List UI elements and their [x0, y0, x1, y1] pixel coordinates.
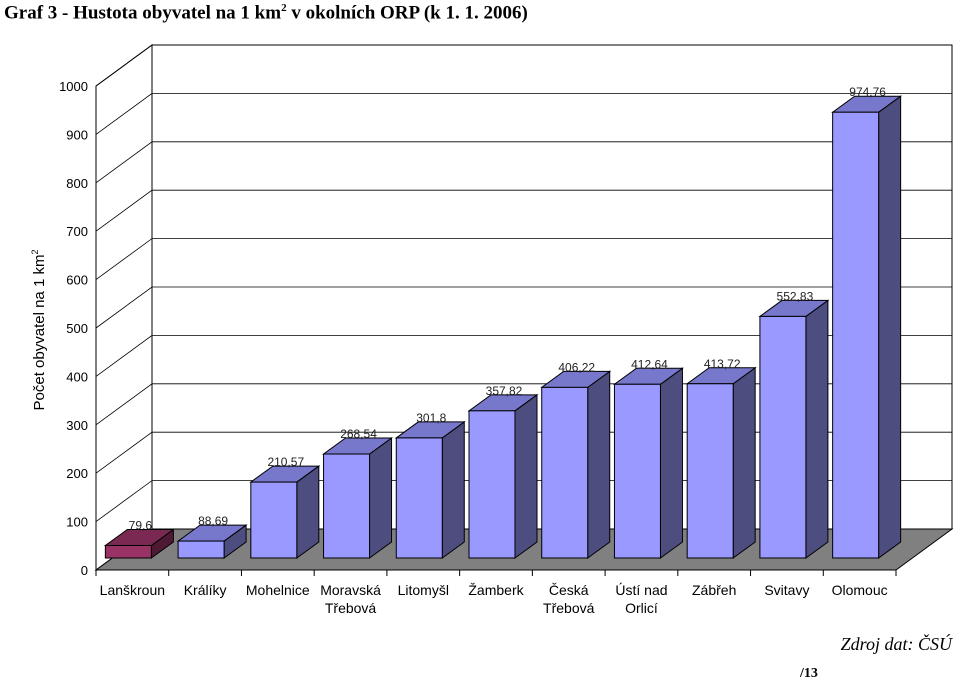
gridline — [95, 383, 952, 426]
y-tick-label: 700 — [66, 224, 88, 239]
bar-side — [369, 437, 393, 559]
bar — [541, 386, 589, 559]
bar — [323, 453, 371, 559]
chart-title: Graf 3 - Hustota obyvatel na 1 km2 v oko… — [4, 2, 528, 24]
x-tick-label: Žamberk — [468, 582, 524, 598]
bar — [177, 540, 225, 559]
bar — [250, 481, 298, 559]
bar-side — [659, 367, 683, 559]
x-tick-label: Česká — [549, 582, 589, 598]
x-tick-label: Mohelnice — [246, 582, 310, 598]
source-note: Zdroj dat: ČSÚ — [840, 634, 952, 654]
bar-side — [441, 420, 465, 559]
data-label: 268,54 — [340, 427, 377, 441]
x-tick-label: Třebová — [543, 600, 595, 616]
data-label: 88,69 — [198, 514, 228, 528]
bar — [613, 383, 661, 559]
data-label: 301,8 — [416, 411, 446, 425]
page-number: /13 — [800, 666, 818, 681]
y-tick-label: 600 — [66, 273, 88, 288]
bar-side — [514, 393, 538, 559]
bar-side — [732, 366, 756, 559]
gridline — [95, 334, 952, 377]
data-label: 210,57 — [267, 455, 304, 469]
x-tick-label: Zábřeh — [692, 582, 736, 598]
data-label: 406,22 — [558, 360, 595, 374]
y-tick-label: 100 — [66, 515, 88, 530]
y-tick-label: 900 — [66, 127, 88, 142]
bar — [759, 315, 807, 559]
x-tick-label: Ústí nad — [615, 582, 667, 598]
gridline — [95, 431, 952, 474]
data-label: 412,64 — [631, 357, 668, 371]
data-label: 413,72 — [704, 357, 741, 371]
gridline — [95, 286, 952, 329]
gridline — [95, 480, 952, 522]
bar — [395, 437, 443, 559]
data-label: 974,76 — [849, 85, 886, 99]
x-tick-label: Orlicí — [625, 600, 658, 616]
bar-side — [587, 370, 611, 559]
data-label: 357,82 — [486, 384, 523, 398]
gridline — [95, 238, 952, 280]
gridline — [95, 93, 952, 135]
y-tick-label: 400 — [66, 369, 88, 384]
y-tick-label: 1000 — [59, 79, 88, 94]
x-tick-label: Litomyšl — [398, 582, 449, 598]
x-tick-label: Králíky — [184, 582, 227, 598]
x-tick-label: Olomouc — [832, 582, 888, 598]
x-tick-label: Svitavy — [764, 582, 809, 598]
gridline — [95, 189, 952, 232]
bar-side — [878, 95, 902, 559]
gridline — [95, 141, 952, 184]
gridline — [95, 44, 952, 87]
bar-side — [805, 299, 829, 559]
y-tick-label: 300 — [66, 418, 88, 433]
bar — [686, 383, 734, 559]
y-tick-label: 200 — [66, 466, 88, 481]
x-tick-label: Moravská — [320, 582, 381, 598]
y-tick-label: 0 — [81, 563, 88, 578]
data-label: 552,83 — [777, 289, 814, 303]
x-tick-label: Třebová — [325, 600, 377, 616]
y-tick-label: 500 — [66, 321, 88, 336]
data-label: 79,6 — [129, 518, 153, 532]
x-tick-label: Lanškroun — [100, 582, 165, 598]
y-tick-label: 800 — [66, 176, 88, 191]
bar — [104, 544, 152, 559]
bar — [832, 111, 880, 559]
bar — [468, 410, 516, 559]
